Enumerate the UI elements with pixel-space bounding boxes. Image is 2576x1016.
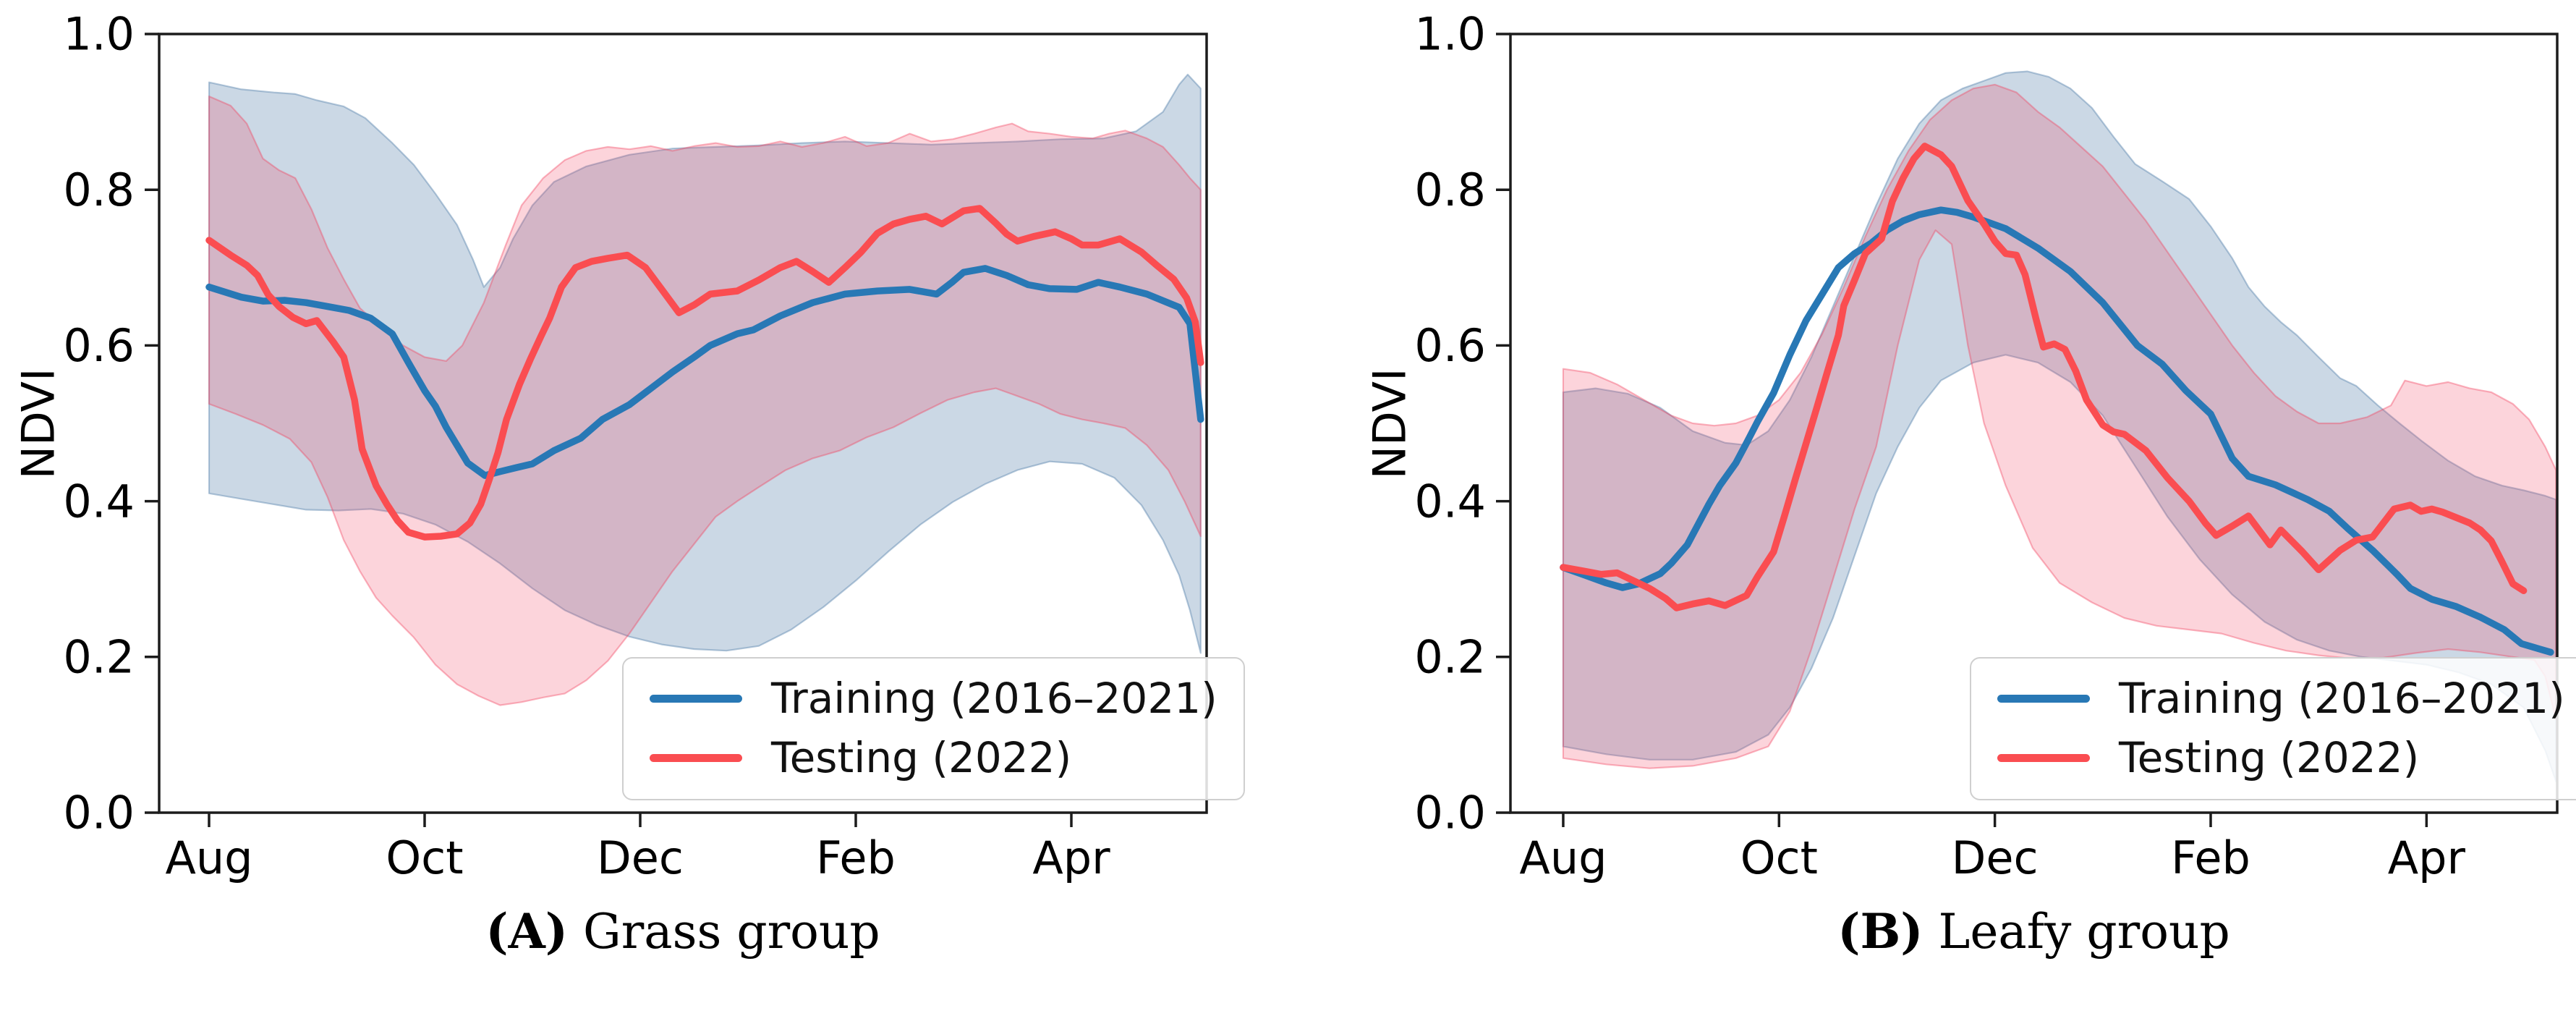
x-tick-label-b: Aug: [1519, 831, 1607, 884]
x-tick-label-a: Dec: [597, 831, 684, 884]
legend-b-label-testing: Testing (2022): [2119, 732, 2420, 782]
training-line-swatch: [650, 695, 742, 703]
caption-b-tag: (B): [1837, 903, 1924, 960]
line-training-a: [205, 265, 1204, 479]
line-training-b: [1560, 206, 2554, 656]
testing-line-swatch: [1997, 754, 2090, 763]
x-tick-label-b: Feb: [2171, 831, 2250, 884]
y-tick-label-a: 0.4: [63, 475, 135, 528]
y-axis-title-b: NDVI: [1363, 34, 1416, 813]
y-tick-label-b: 1.0: [1414, 8, 1486, 61]
chart-panel-b: Aug Oct Dec Feb Apr 0.0 0.2 0.4 0.6 0.8 1.0: [1414, 8, 2559, 884]
y-tick-label-a: 0.6: [63, 319, 135, 372]
x-tick-label-a: Aug: [165, 831, 252, 884]
line-testing-a: [205, 205, 1204, 541]
y-axis-title-a: NDVI: [12, 34, 65, 813]
band-training-b: [1562, 70, 2557, 783]
x-tick-label-a: Oct: [386, 831, 463, 884]
y-tick-label-a: 1.0: [63, 8, 135, 61]
y-tick-label-a: 0.8: [63, 164, 135, 216]
legend-a-label-testing: Testing (2022): [771, 732, 1072, 782]
training-line-swatch: [1997, 695, 2090, 703]
legend-a-row-training: Training (2016–2021): [650, 674, 1217, 723]
x-tick-label-a: Apr: [1032, 831, 1110, 884]
caption-b: (B) Leafy group: [1510, 903, 2557, 960]
line-testing-b: [1560, 143, 2528, 611]
y-tick-label-b: 0.8: [1414, 164, 1486, 216]
band-testing-a: [208, 96, 1202, 706]
x-tick-label-b: Dec: [1952, 831, 2039, 884]
legend-b-row-testing: Testing (2022): [1997, 735, 2565, 782]
axes-frame-b: [1509, 33, 2559, 814]
y-tick-label-b: 0.6: [1414, 319, 1486, 372]
caption-a-tag: (A): [485, 903, 569, 960]
band-testing-b: [1562, 83, 2557, 769]
caption-a: (A) Grass group: [159, 903, 1207, 960]
y-axis-title-a-text: NDVI: [12, 368, 65, 479]
x-tick-label-b: Apr: [2388, 831, 2466, 884]
legend-b: Training (2016–2021) Testing (2022): [1970, 657, 2576, 800]
legend-a-label-training: Training (2016–2021): [771, 674, 1217, 723]
y-tick-label-b: 0.2: [1414, 631, 1486, 684]
y-tick-label-a: 0.2: [63, 631, 135, 684]
legend-b-row-training: Training (2016–2021): [1997, 674, 2565, 723]
caption-a-text: Grass group: [568, 904, 880, 960]
caption-b-text: Leafy group: [1923, 904, 2230, 960]
y-tick-label-b: 0.0: [1414, 787, 1486, 839]
x-tick-label-a: Feb: [816, 831, 896, 884]
legend-a: Training (2016–2021) Testing (2022): [622, 657, 1245, 800]
legend-a-row-testing: Testing (2022): [650, 735, 1217, 782]
y-axis-title-b-text: NDVI: [1363, 368, 1416, 479]
x-tick-label-b: Oct: [1740, 831, 1818, 884]
testing-line-swatch: [650, 754, 742, 763]
legend-b-label-training: Training (2016–2021): [2119, 674, 2565, 723]
chart-panel-a: Aug Oct Dec Feb Apr 0.0 0.2 0.4 0.6 0.8 1.0: [63, 8, 1208, 884]
y-tick-label-a: 0.0: [63, 787, 135, 839]
y-tick-label-b: 0.4: [1414, 475, 1486, 528]
axes-frame-a: [158, 33, 1208, 814]
